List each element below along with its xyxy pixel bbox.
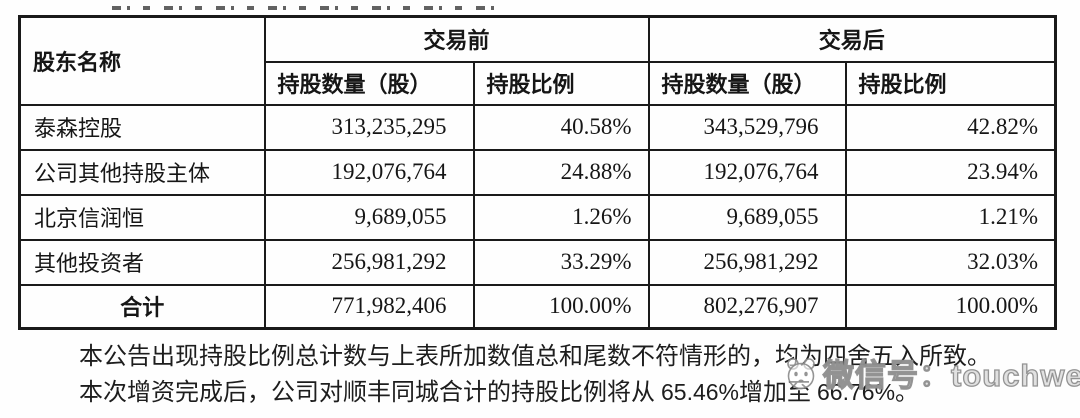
table-row: 其他投资者 256,981,292 33.29% 256,981,292 32.… (18, 238, 1057, 286)
table-row: 北京信润恒 9,689,055 1.26% 9,689,055 1.21% (18, 193, 1057, 241)
col-header-before-ratio: 持股比例 (472, 60, 650, 106)
table-row: 公司其他持股主体 192,076,764 24.88% 192,076,764 … (18, 148, 1057, 196)
note-ratio-increase: 本次增资完成后，公司对顺丰同城合计的持股比例将从 65.46%增加至 66.76… (79, 372, 1059, 407)
cell-before-ratio: 40.58% (472, 103, 650, 151)
cell-before-quantity: 9,689,055 (263, 193, 475, 241)
cell-after-quantity: 343,529,796 (647, 103, 847, 151)
cell-before-quantity: 256,981,292 (263, 238, 475, 286)
table-total-row: 合计 771,982,406 100.00% 802,276,907 100.0… (18, 283, 1057, 330)
cell-total-before-ratio: 100.00% (472, 283, 650, 330)
cell-total-label: 合计 (18, 283, 266, 330)
ratio-to-value: 66.76% (817, 379, 896, 405)
cell-after-ratio: 42.82% (844, 103, 1057, 151)
col-group-before-transaction: 交易前 (263, 15, 650, 63)
cell-shareholder-name: 北京信润恒 (18, 193, 266, 241)
cell-total-after-quantity: 802,276,907 (647, 283, 847, 330)
note-text-middle: 增加至 (739, 380, 818, 406)
clipped-title-remnant (112, 2, 504, 10)
cell-before-ratio: 1.26% (472, 193, 650, 241)
ratio-from-value: 65.46% (661, 379, 740, 405)
cell-shareholder-name: 公司其他持股主体 (18, 148, 266, 196)
cell-before-ratio: 33.29% (472, 238, 650, 286)
cell-after-quantity: 256,981,292 (647, 238, 847, 286)
note-text-suffix: 。 (895, 380, 920, 406)
table-row: 泰森控股 313,235,295 40.58% 343,529,796 42.8… (18, 103, 1057, 151)
note-rounding-disclaimer: 本公告出现持股比例总计数与上表所加数值总和尾数不符情形的，均为四舍五入所致。 (79, 344, 991, 370)
col-header-after-ratio: 持股比例 (844, 60, 1057, 106)
header-row-subcolumns: 持股数量（股） 持股比例 持股数量（股） 持股比例 (20, 60, 1057, 106)
cell-before-quantity: 313,235,295 (263, 103, 475, 151)
col-header-after-quantity: 持股数量（股） (647, 60, 847, 106)
cell-before-ratio: 24.88% (472, 148, 650, 196)
cell-before-quantity: 192,076,764 (263, 148, 475, 196)
cell-shareholder-name: 其他投资者 (18, 238, 266, 286)
cell-after-ratio: 23.94% (844, 148, 1057, 196)
col-header-before-quantity: 持股数量（股） (263, 60, 475, 106)
col-header-shareholder: 股东名称 (18, 15, 266, 106)
shareholding-table: 股东名称 交易前 交易后 持股数量（股） 持股比例 持股数量（股） 持股比例 泰… (18, 15, 1058, 330)
cell-total-before-quantity: 771,982,406 (263, 283, 475, 330)
cell-after-quantity: 192,076,764 (647, 148, 847, 196)
cell-after-ratio: 1.21% (844, 193, 1057, 241)
cell-after-ratio: 32.03% (844, 238, 1057, 286)
col-group-after-transaction: 交易后 (647, 15, 1057, 63)
cell-after-quantity: 9,689,055 (647, 193, 847, 241)
cell-shareholder-name: 泰森控股 (18, 103, 266, 151)
note-text-prefix: 本次增资完成后，公司对顺丰同城合计的持股比例将从 (79, 380, 661, 406)
cell-total-after-ratio: 100.00% (844, 283, 1057, 330)
header-row-groups: 股东名称 交易前 交易后 (18, 15, 1057, 106)
